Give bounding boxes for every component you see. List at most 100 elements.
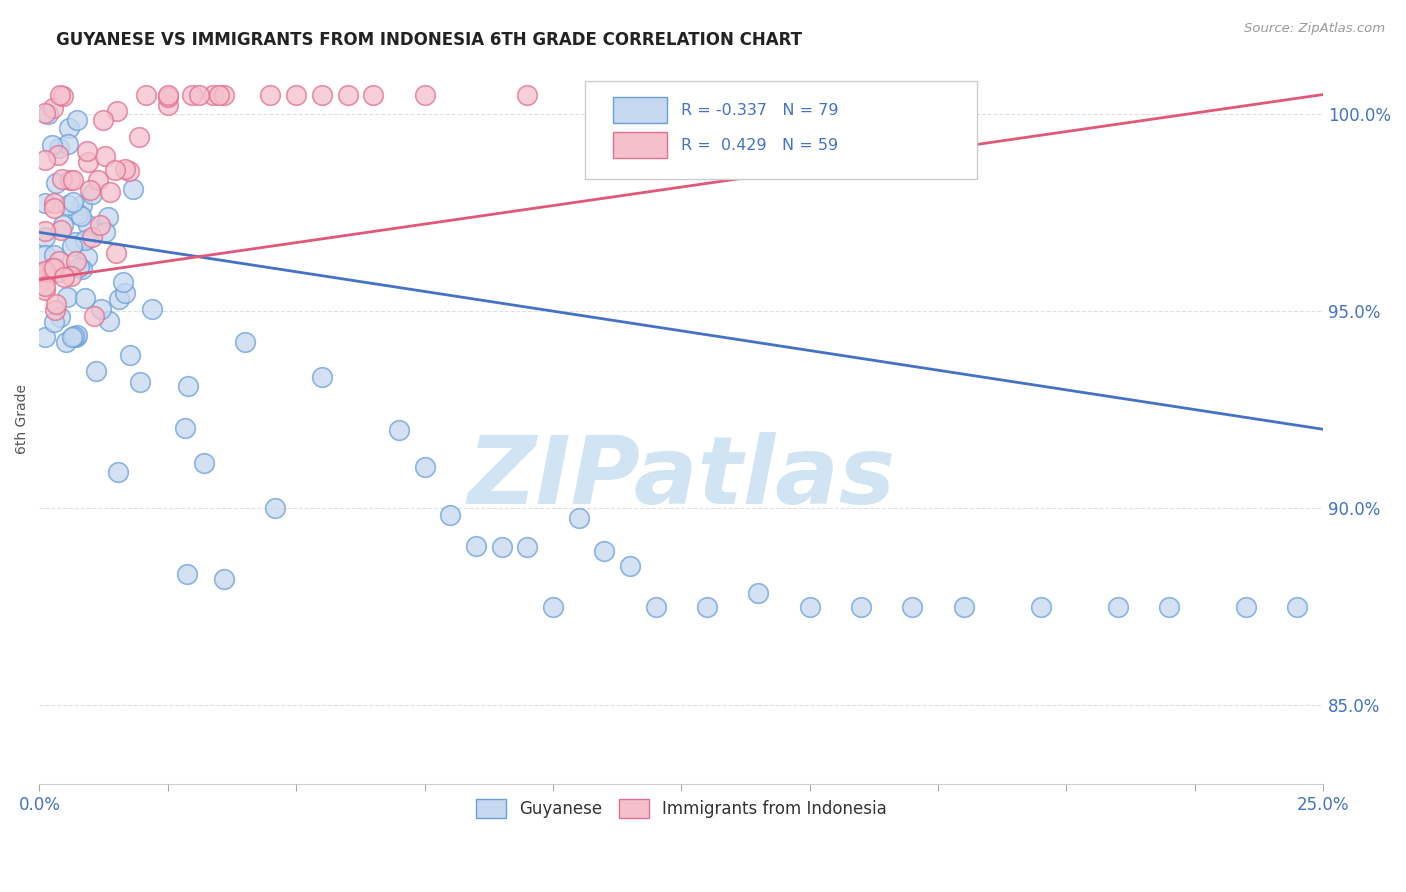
Point	[93, 113, 115, 128]
Point	[45, 176, 67, 190]
Point	[56, 136, 79, 151]
Point	[73, 291, 96, 305]
FancyBboxPatch shape	[613, 132, 668, 158]
Point	[439, 508, 461, 522]
Point	[90, 301, 112, 316]
Point	[34, 283, 56, 297]
Text: GUYANESE VS IMMIGRANTS FROM INDONESIA 6TH GRADE CORRELATION CHART: GUYANESE VS IMMIGRANTS FROM INDONESIA 6T…	[56, 31, 803, 49]
Point	[34, 329, 56, 343]
FancyBboxPatch shape	[613, 97, 668, 123]
Point	[413, 87, 436, 102]
Point	[156, 87, 179, 102]
Point	[1234, 599, 1257, 614]
Point	[34, 271, 56, 285]
Point	[121, 182, 143, 196]
Point	[212, 572, 235, 586]
Point	[67, 260, 90, 274]
Point	[52, 218, 75, 232]
Point	[541, 599, 564, 614]
Point	[67, 207, 90, 221]
Point	[747, 586, 769, 600]
Point	[118, 348, 141, 362]
Point	[34, 263, 56, 277]
Point	[42, 248, 65, 262]
Text: R = -0.337   N = 79: R = -0.337 N = 79	[682, 103, 839, 118]
Point	[46, 148, 69, 162]
Point	[901, 599, 924, 614]
Point	[98, 314, 121, 328]
Point	[94, 225, 117, 239]
Point	[516, 541, 538, 555]
Point	[59, 173, 82, 187]
Point	[70, 261, 93, 276]
Point	[77, 218, 100, 232]
Point	[1159, 599, 1181, 614]
Point	[1029, 599, 1052, 614]
Point	[52, 270, 75, 285]
Point	[55, 334, 77, 349]
Point	[181, 87, 204, 102]
Point	[285, 87, 308, 102]
Point	[94, 149, 117, 163]
Point	[65, 330, 87, 344]
Point	[464, 539, 486, 553]
Point	[45, 297, 67, 311]
Point	[212, 87, 235, 102]
Point	[42, 261, 65, 276]
Point	[75, 233, 97, 247]
Point	[516, 87, 538, 102]
Point	[135, 87, 157, 102]
Point	[62, 195, 84, 210]
Point	[76, 154, 98, 169]
FancyBboxPatch shape	[585, 80, 977, 179]
Point	[259, 87, 281, 102]
Point	[65, 254, 87, 268]
Point	[644, 599, 666, 614]
Point	[388, 424, 411, 438]
Point	[44, 315, 66, 329]
Point	[104, 162, 127, 177]
Point	[491, 541, 513, 555]
Point	[41, 261, 63, 276]
Point	[361, 87, 384, 102]
Point	[42, 196, 65, 211]
Point	[114, 286, 136, 301]
Point	[49, 310, 72, 324]
Point	[107, 466, 129, 480]
Point	[66, 327, 89, 342]
Point	[118, 164, 141, 178]
Legend: Guyanese, Immigrants from Indonesia: Guyanese, Immigrants from Indonesia	[467, 790, 896, 826]
Point	[208, 87, 231, 102]
Point	[174, 421, 197, 435]
Point	[76, 144, 98, 158]
Point	[76, 251, 98, 265]
Point	[593, 543, 616, 558]
Point	[48, 265, 70, 279]
Point	[34, 229, 56, 244]
Point	[82, 230, 104, 244]
Text: Source: ZipAtlas.com: Source: ZipAtlas.com	[1244, 22, 1385, 36]
Y-axis label: 6th Grade: 6th Grade	[15, 384, 30, 454]
Point	[41, 137, 63, 152]
Point	[105, 246, 128, 260]
Point	[58, 121, 80, 136]
Point	[34, 279, 56, 293]
Point	[44, 303, 66, 318]
Point	[84, 364, 107, 378]
Point	[65, 112, 87, 127]
Point	[60, 239, 83, 253]
Point	[619, 558, 641, 573]
Point	[79, 183, 101, 197]
Point	[34, 272, 56, 286]
Point	[201, 87, 224, 102]
Text: R =  0.429   N = 59: R = 0.429 N = 59	[682, 138, 838, 153]
Point	[70, 209, 93, 223]
Point	[98, 185, 121, 199]
Point	[952, 599, 974, 614]
Point	[44, 201, 66, 215]
Point	[56, 290, 79, 304]
Text: ZIPatlas: ZIPatlas	[467, 432, 896, 524]
Point	[56, 198, 79, 212]
Point	[34, 265, 56, 279]
Point	[157, 90, 180, 104]
